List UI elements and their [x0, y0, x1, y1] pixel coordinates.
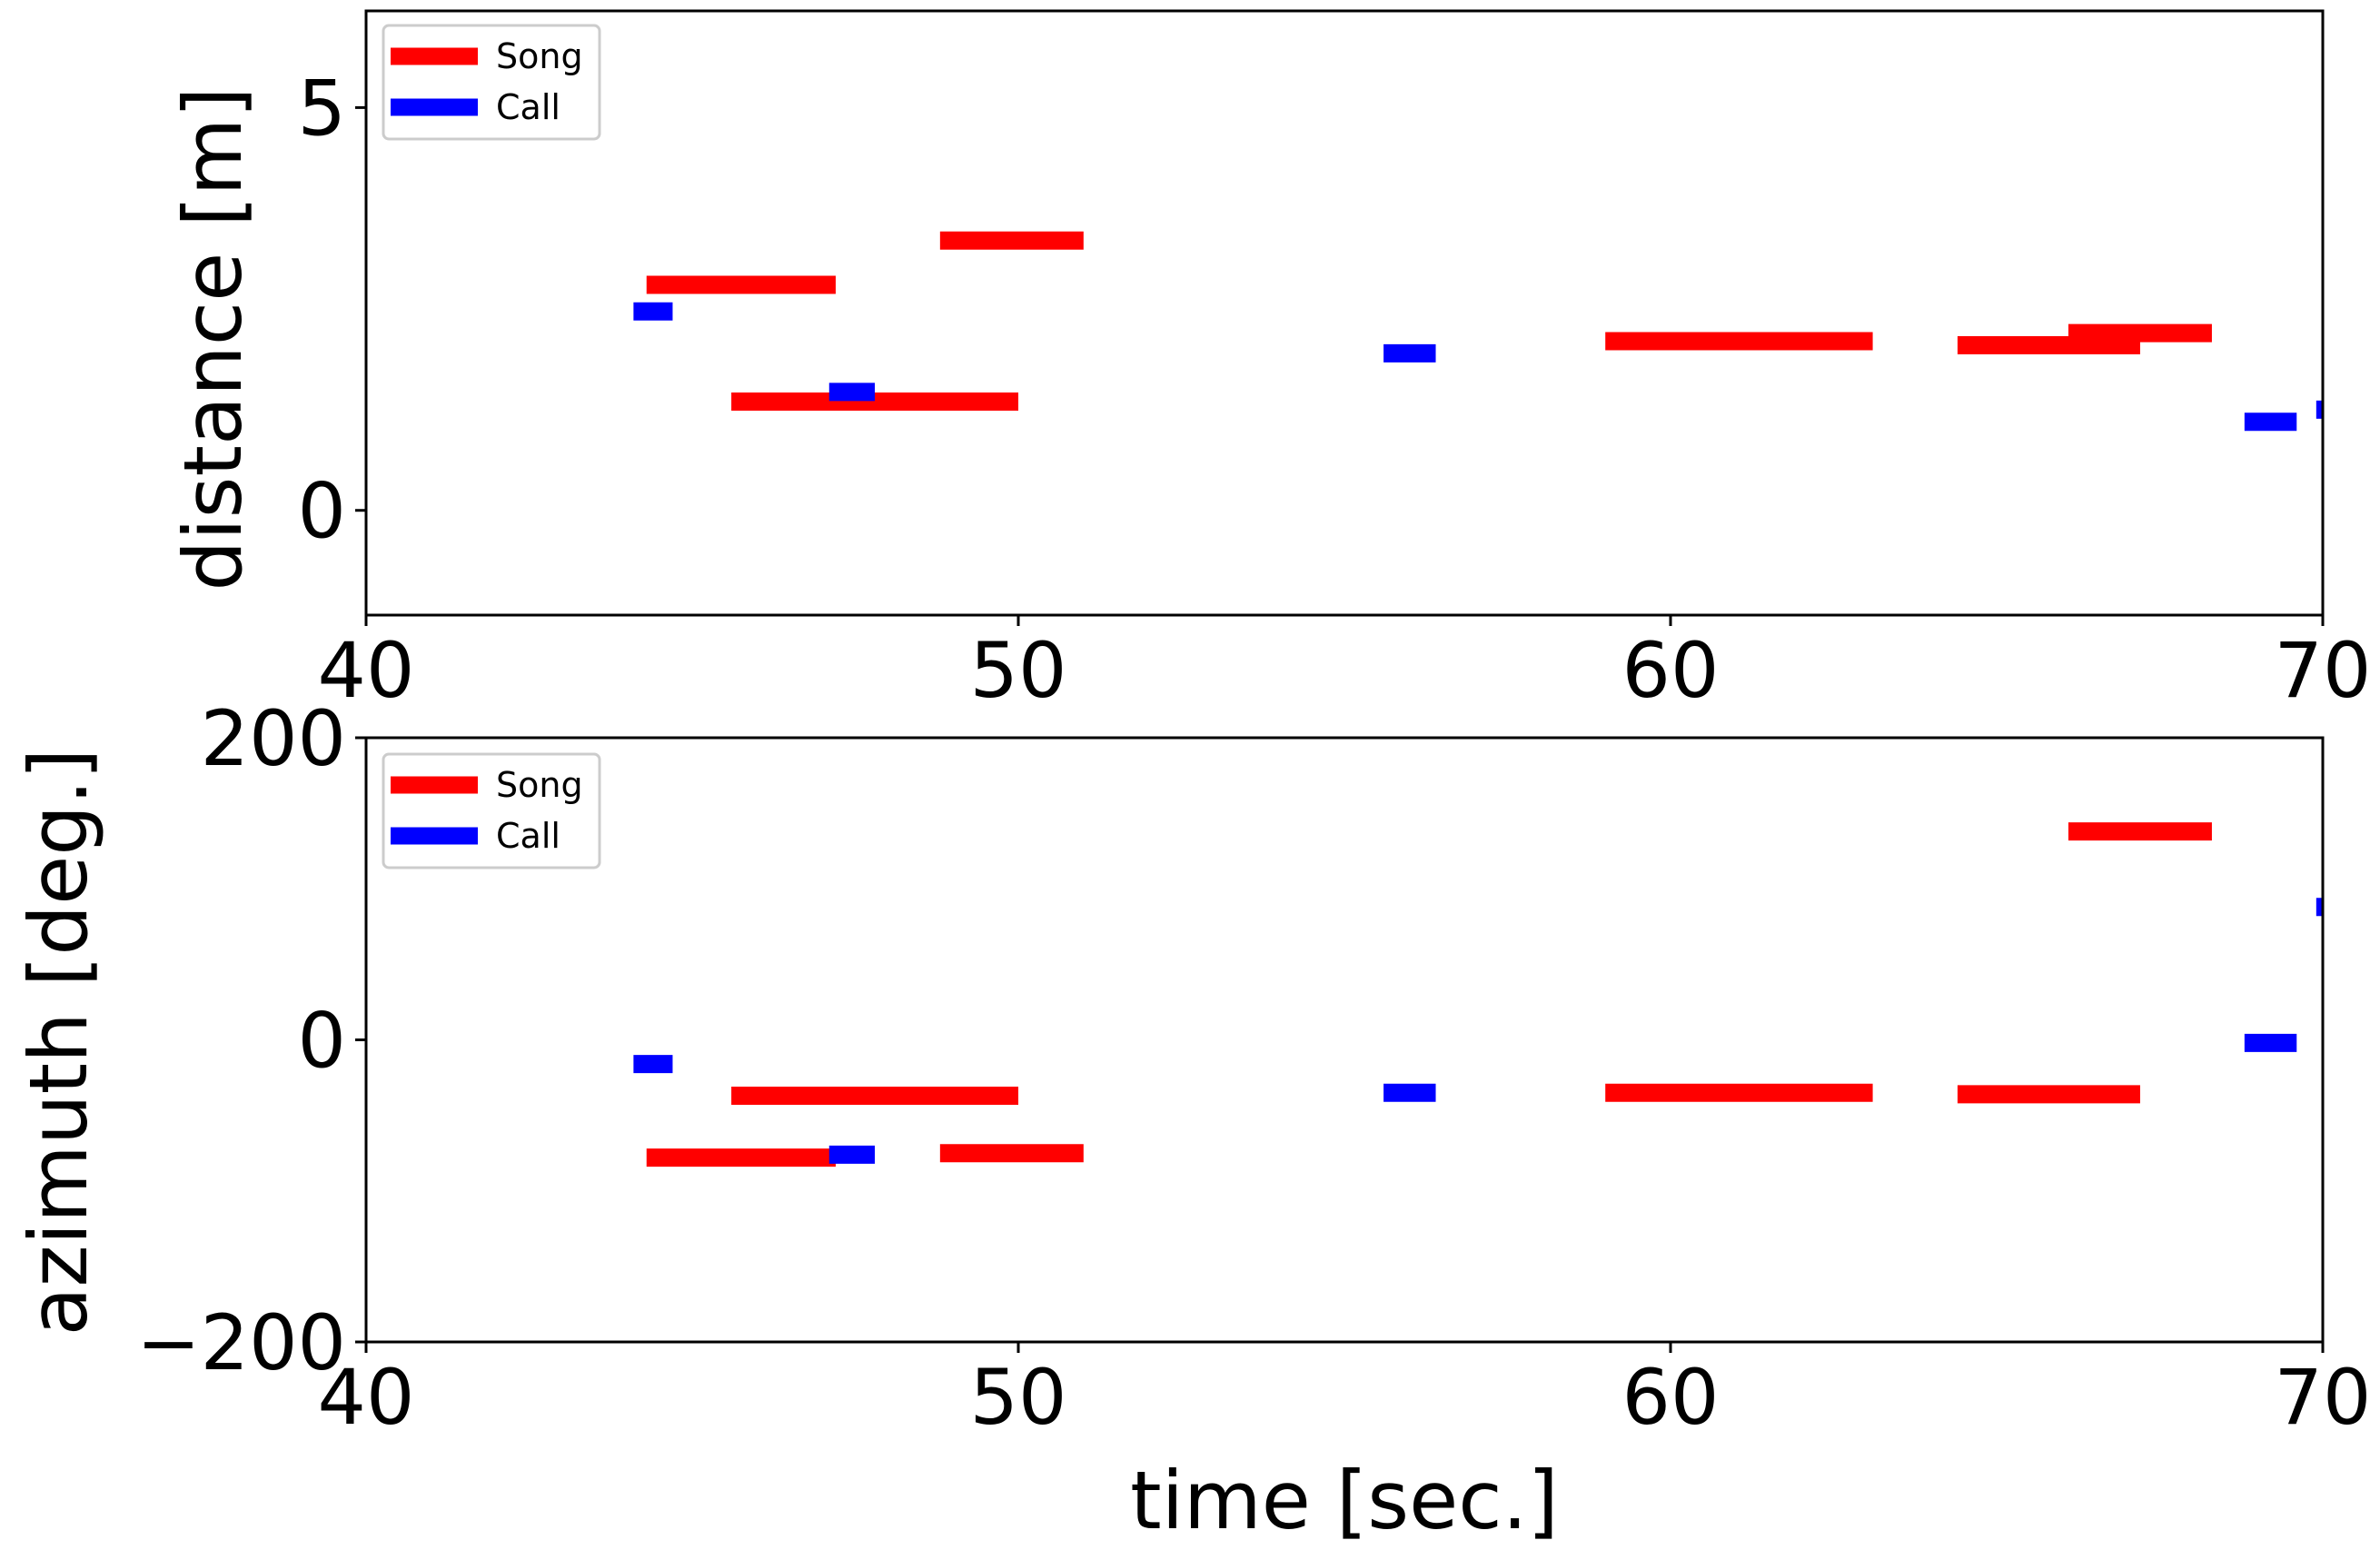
x-tick-label: 50 [970, 1353, 1067, 1442]
x-tick-label: 60 [1622, 1353, 1720, 1442]
legend-azimuth: Song Call [382, 752, 601, 869]
y-tick-label: 200 [201, 694, 346, 783]
ylabel-distance: distance [m] [166, 86, 260, 591]
axes-frame-distance [364, 9, 2325, 617]
y-tick-label: −200 [136, 1298, 346, 1387]
y-tick-label: 5 [298, 64, 346, 153]
ticks-distance: 40 50 60 70 0 5 [298, 64, 2372, 715]
y-tick-label: 0 [298, 467, 346, 556]
x-tick-label: 70 [2275, 1353, 2372, 1442]
segments-azimuth [633, 822, 2323, 1168]
x-tick-label: 40 [318, 1353, 415, 1442]
x-tick-label: 60 [1622, 626, 1720, 715]
x-tick-label: 50 [970, 626, 1067, 715]
legend-song-label: Song [496, 765, 583, 805]
x-tick-label: 70 [2275, 626, 2372, 715]
legend-call-label: Call [496, 87, 560, 127]
legend-song-label: Song [496, 36, 583, 76]
ylabel-azimuth: azimuth [deg.] [12, 749, 105, 1336]
x-tick-label: 40 [318, 626, 415, 715]
legend-distance: Song Call [382, 24, 601, 141]
xlabel-time: time [sec.] [1130, 1454, 1559, 1547]
panel-azimuth: azimuth [deg.] 40 50 60 70 −200 0 200 Song Cal… [12, 694, 2371, 1547]
axes-frame-azimuth [364, 736, 2325, 1344]
segments-distance [633, 231, 2323, 432]
ticks-azimuth: 40 50 60 70 −200 0 200 [136, 694, 2371, 1442]
panel-distance: distance [m] 40 50 60 70 0 5 Song Call [166, 9, 2372, 715]
y-tick-label: 0 [298, 997, 346, 1086]
legend-call-label: Call [496, 816, 560, 856]
